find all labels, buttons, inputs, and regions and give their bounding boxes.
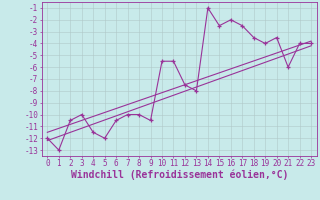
X-axis label: Windchill (Refroidissement éolien,°C): Windchill (Refroidissement éolien,°C) [70,170,288,180]
